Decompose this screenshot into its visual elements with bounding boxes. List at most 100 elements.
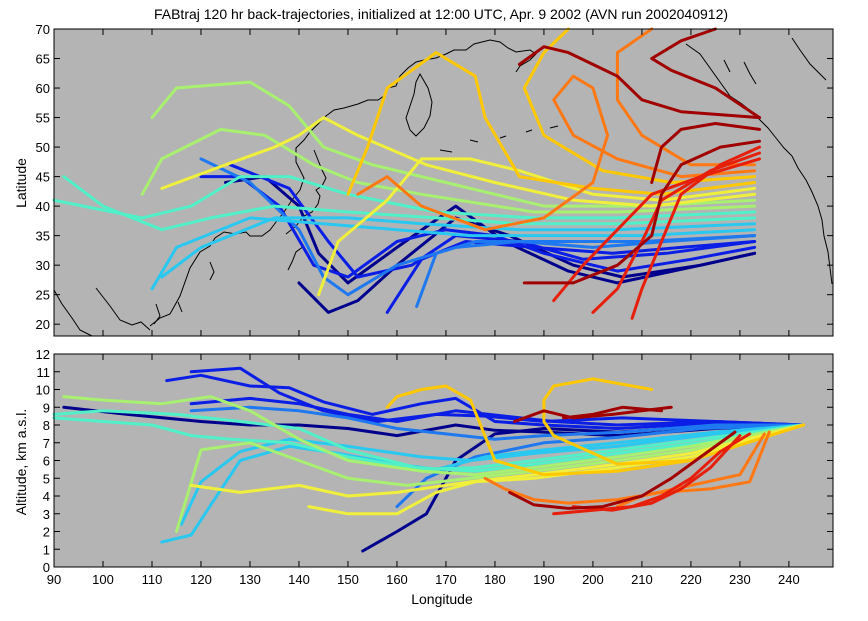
altitude-ytick-label: 9 bbox=[43, 400, 50, 415]
map-ytick-label: 25 bbox=[36, 288, 50, 303]
map-trajectory-16 bbox=[346, 51, 757, 196]
altitude-xtick-label: 150 bbox=[337, 572, 359, 587]
coastline-aleutians bbox=[439, 125, 559, 153]
map-trajectory-15 bbox=[317, 157, 757, 297]
map-frame bbox=[53, 28, 834, 337]
altitude-trajectory-14 bbox=[189, 423, 806, 498]
altitude-ytick-label: 11 bbox=[37, 365, 51, 380]
altitude-xtick-label: 230 bbox=[729, 572, 751, 587]
map-trajectory-12 bbox=[140, 127, 757, 214]
altitude-xtick-label: 160 bbox=[386, 572, 408, 587]
coastline-alaska bbox=[685, 37, 833, 285]
altitude-xtick-label: 100 bbox=[92, 572, 114, 587]
altitude-ytick-label: 8 bbox=[43, 418, 50, 433]
map-ytick-label: 40 bbox=[36, 199, 50, 214]
map-ytick-label: 30 bbox=[36, 258, 50, 273]
altitude-xtick-label: 110 bbox=[142, 572, 163, 587]
altitude-xtick-label: 200 bbox=[582, 572, 604, 587]
altitude-trajectory-11 bbox=[52, 409, 806, 473]
altitude-xtick-label: 190 bbox=[533, 572, 555, 587]
altitude-xtick-label: 130 bbox=[239, 572, 261, 587]
map-trajectory-4 bbox=[228, 163, 757, 279]
map-trajectory-11 bbox=[52, 175, 757, 220]
altitude-trajectory-24 bbox=[562, 405, 663, 420]
altitude-xtick-label: 220 bbox=[680, 572, 702, 587]
map-ytick-label: 45 bbox=[36, 170, 50, 185]
altitude-trajectory-9 bbox=[179, 423, 806, 526]
altitude-xtick-label: 210 bbox=[631, 572, 653, 587]
map-trajectory-19 bbox=[615, 27, 757, 167]
map-trajectory-3 bbox=[199, 175, 757, 279]
map-frame-border bbox=[53, 28, 834, 337]
map-trajectory-6 bbox=[199, 157, 757, 297]
altitude-trajectory-6 bbox=[189, 405, 806, 441]
map-trajectory-13 bbox=[150, 80, 757, 208]
map-ytick-label: 55 bbox=[36, 111, 50, 126]
altitude-ytick-label: 10 bbox=[36, 383, 50, 398]
map-y-ticks: 20 25 30 35 40 45 50 55 60 65 70 bbox=[36, 22, 833, 336]
altitude-trajectory-1 bbox=[62, 405, 806, 438]
altitude-ytick-label: 2 bbox=[43, 525, 50, 540]
map-ytick-label: 70 bbox=[36, 22, 50, 37]
altitude-trajectory-13 bbox=[175, 423, 806, 533]
map-trajectory-22 bbox=[630, 145, 761, 320]
altitude-trajectory-10 bbox=[52, 416, 806, 471]
x-axis-label: Longitude bbox=[411, 591, 473, 607]
map-trajectory-9 bbox=[160, 216, 757, 279]
altitude-ytick-label: 5 bbox=[43, 471, 50, 486]
altitude-trajectory-12 bbox=[62, 395, 806, 477]
altitude-ytick-label: 6 bbox=[43, 454, 50, 469]
map-ytick-label: 35 bbox=[36, 229, 50, 244]
altitude-trajectories bbox=[52, 366, 806, 553]
altitude-xtick-label: 240 bbox=[778, 572, 800, 587]
altitude-xtick-label: 120 bbox=[190, 572, 212, 587]
altitude-trajectory-16 bbox=[385, 384, 806, 477]
map-ytick-label: 20 bbox=[36, 317, 50, 332]
altitude-xtick-label: 170 bbox=[435, 572, 457, 587]
altitude-trajectory-5 bbox=[189, 366, 806, 427]
map-panel: 20 25 30 35 40 45 50 55 60 65 70 bbox=[36, 22, 834, 337]
altitude-ytick-label: 3 bbox=[43, 507, 50, 522]
map-trajectory-1 bbox=[224, 175, 757, 285]
map-trajectory-24 bbox=[650, 122, 761, 184]
map-trajectory-26 bbox=[650, 27, 761, 120]
map-ytick-label: 65 bbox=[36, 52, 50, 67]
map-trajectory-8 bbox=[150, 216, 757, 291]
map-y-axis-label: Latitude bbox=[13, 158, 29, 208]
map-trajectory-23 bbox=[522, 139, 761, 285]
figure-title: FABtraj 120 hr back-trajectories, initia… bbox=[154, 6, 728, 22]
coastline-taiwan-philippines bbox=[153, 261, 215, 325]
altitude-y-axis-label: Altitude, km a.s.l. bbox=[13, 409, 29, 516]
altitude-xtick-label: 140 bbox=[288, 572, 310, 587]
altitude-ytick-label: 1 bbox=[43, 542, 50, 557]
altitude-frame-border bbox=[53, 353, 834, 568]
coastlines bbox=[53, 37, 833, 337]
altitude-trajectory-3 bbox=[165, 373, 806, 430]
altitude-ytick-label: 12 bbox=[36, 347, 50, 362]
map-trajectory-14 bbox=[160, 116, 757, 208]
altitude-trajectory-22 bbox=[508, 430, 737, 510]
map-trajectory-10 bbox=[62, 175, 757, 232]
altitude-xtick-label: 180 bbox=[484, 572, 506, 587]
map-trajectory-18 bbox=[356, 74, 757, 232]
altitude-ytick-label: 0 bbox=[43, 560, 50, 575]
coastline-kamchatka bbox=[405, 72, 433, 137]
map-ytick-label: 50 bbox=[36, 140, 50, 155]
altitude-trajectory-7 bbox=[395, 423, 806, 509]
map-ytick-label: 60 bbox=[36, 81, 50, 96]
altitude-ytick-label: 7 bbox=[43, 436, 50, 451]
altitude-xtick-label: 90 bbox=[47, 572, 61, 587]
coastline-asia bbox=[53, 39, 537, 337]
map-trajectory-25 bbox=[517, 45, 761, 120]
map-trajectories bbox=[52, 27, 761, 320]
altitude-trajectory-4 bbox=[189, 396, 806, 427]
altitude-trajectory-21 bbox=[571, 434, 742, 512]
altitude-ytick-label: 4 bbox=[43, 489, 50, 504]
map-trajectory-17 bbox=[522, 27, 757, 184]
altitude-x-ticks: 90 100 110 120 130 140 150 160 170 180 190 200 210 22… bbox=[47, 354, 800, 587]
altitude-trajectory-20 bbox=[552, 432, 752, 516]
altitude-trajectory-18 bbox=[483, 430, 771, 505]
